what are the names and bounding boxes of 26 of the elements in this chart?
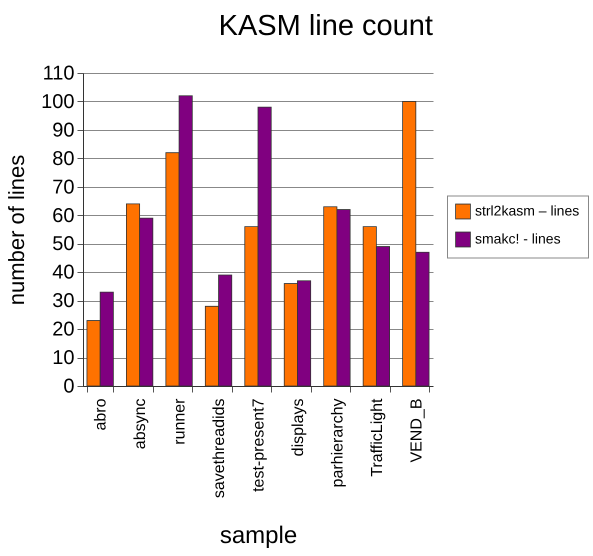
y-tick-label: 20 — [52, 318, 74, 341]
x-tick-label: abro — [92, 398, 110, 431]
y-tick-label: 50 — [52, 233, 74, 256]
y-tick-label: 70 — [52, 176, 74, 198]
x-tick-label: displays — [290, 398, 307, 456]
x-tick-label: parhierarchy — [329, 398, 346, 488]
y-tick-label: 110 — [42, 62, 74, 84]
y-tick-label: 10 — [52, 347, 74, 370]
y-tick-label: 40 — [52, 262, 74, 284]
x-tick-label: savethreadids — [211, 398, 228, 498]
y-axis-title: number of lines — [4, 154, 30, 306]
legend-label: strl2kasm – lines — [475, 202, 580, 218]
y-tick-label: 80 — [52, 148, 74, 170]
y-tick-label: 30 — [52, 290, 74, 312]
x-axis-title: sample — [220, 522, 298, 550]
legend-label: smakc! - lines — [475, 230, 561, 246]
x-tick-label: TrafficLight — [368, 398, 386, 477]
x-tick-label: absync — [132, 398, 150, 450]
y-tick-label: 60 — [52, 204, 74, 227]
y-tick-label: 90 — [52, 119, 74, 142]
y-tick-label: 0 — [63, 376, 74, 398]
y-tick-label: 100 — [41, 90, 74, 113]
x-tick-label: VEND_B — [408, 398, 426, 463]
x-tick-label: runner — [172, 398, 189, 445]
chart-title: KASM line count — [218, 10, 433, 42]
x-tick-label: test-present7 — [250, 398, 268, 492]
